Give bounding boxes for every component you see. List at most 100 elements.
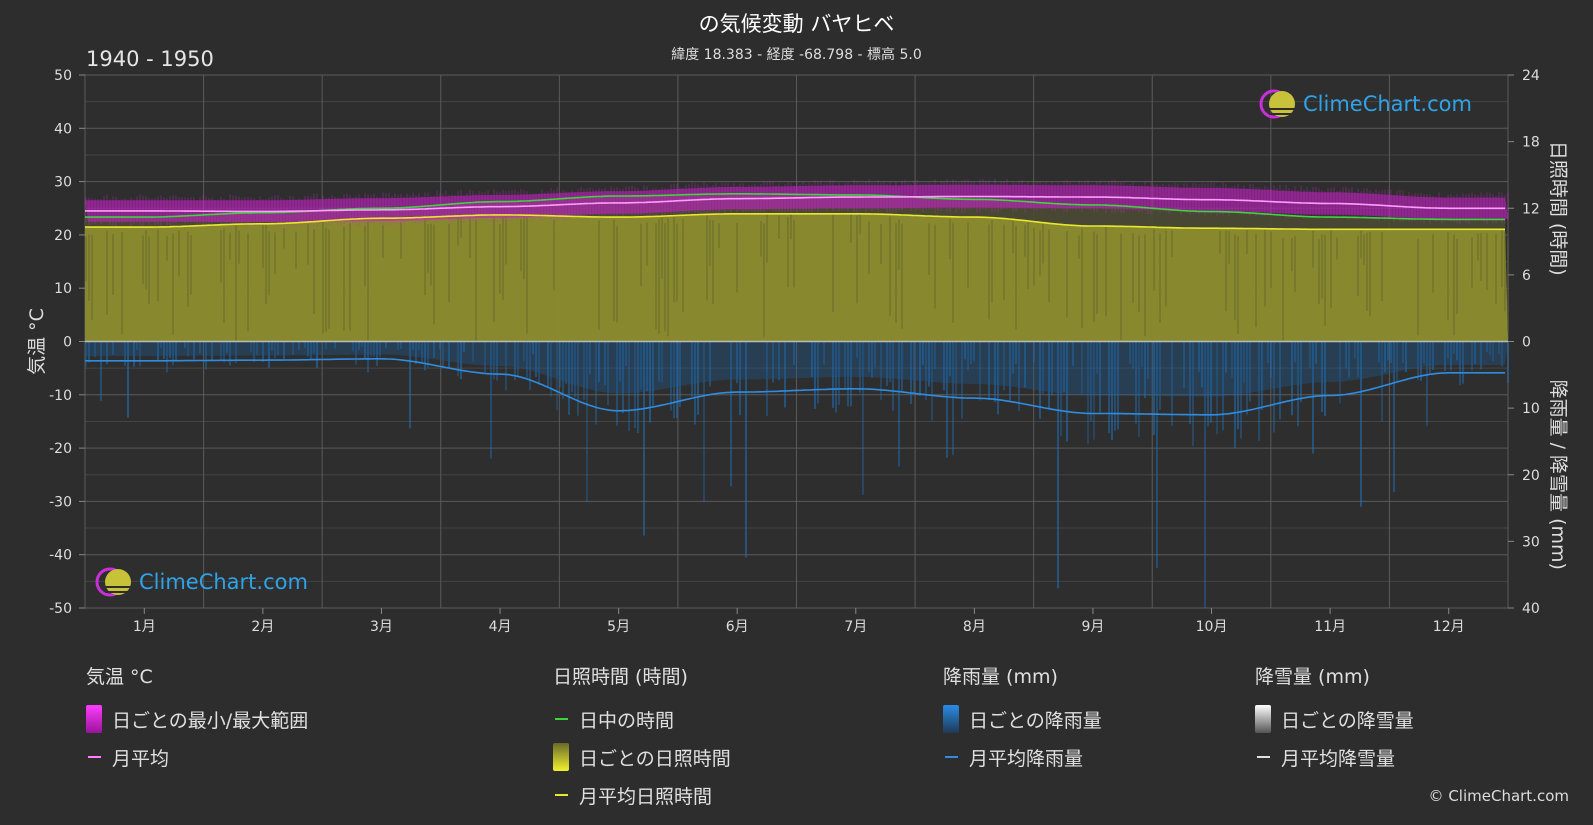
daily-rain-bar <box>1072 341 1074 366</box>
y-left-tick-label: 10 <box>54 281 72 297</box>
daily-sunshine-bar <box>1486 233 1488 291</box>
daily-rain-bar <box>472 341 474 362</box>
daily-rain-bar <box>268 341 270 368</box>
daily-rain-bar <box>1141 341 1143 367</box>
legend-item: 日ごとの降雪量 <box>1255 700 1414 738</box>
daily-rain-bar <box>1357 341 1359 377</box>
daily-temperature-bar <box>196 200 198 226</box>
daily-rain-bar <box>1324 341 1326 417</box>
daily-temperature-bar <box>481 192 483 219</box>
daily-sunshine-bar <box>268 231 270 296</box>
daily-sunshine-bar <box>502 217 504 300</box>
daily-rain-bar <box>1009 341 1011 401</box>
daily-temperature-bar <box>928 182 930 209</box>
daily-sunshine-bar <box>1105 226 1107 317</box>
daily-rain-bar <box>1138 341 1140 438</box>
daily-temperature-bar <box>643 185 645 216</box>
daily-temperature-bar <box>625 186 627 215</box>
daily-rain-bar <box>1132 341 1134 369</box>
daily-sunshine-bar <box>928 223 930 276</box>
temperature-range-band <box>85 184 1508 223</box>
daily-rain-bar <box>1246 341 1248 415</box>
daily-temperature-bar <box>691 182 693 212</box>
daily-temperature-bar <box>592 188 594 216</box>
daily-sunshine-bar <box>295 231 297 269</box>
daily-temperature-bar <box>1045 181 1047 209</box>
logo-top[interactable]: ClimeChart.com <box>1259 87 1472 121</box>
daily-rain-bar <box>100 341 102 401</box>
daily-rain-bar <box>709 341 711 387</box>
daily-sunshine-bar <box>1027 221 1029 290</box>
daily-temperature-bar <box>1114 179 1116 213</box>
daily-temperature-bar <box>1225 184 1227 212</box>
legend-item: 月平均日照時間 <box>553 776 731 814</box>
x-tick-label: 4月 <box>489 619 512 635</box>
daily-temperature-bar <box>409 195 411 222</box>
daily-temperature-bar <box>235 195 237 225</box>
daily-sunshine-bar <box>736 222 738 293</box>
daily-temperature-bar <box>1273 185 1275 216</box>
daily-sunshine-bar <box>901 223 903 329</box>
daily-rain-bar <box>355 341 357 365</box>
daily-sunshine-bar <box>1477 233 1479 261</box>
daily-rain-bar <box>1501 341 1503 367</box>
x-tick-label: 8月 <box>963 619 986 635</box>
daily-temperature-bar <box>274 195 276 223</box>
daily-sunshine-bar <box>967 222 969 289</box>
daily-rain-bar <box>139 341 141 367</box>
daily-rain-bar <box>460 341 462 380</box>
daily-temperature-bar <box>568 191 570 221</box>
daily-sunshine-bar <box>763 223 765 338</box>
y-right-bottom-axis-title: 降雨量 / 降雪量 (mm) <box>1547 380 1569 570</box>
daily-sunshine-bar <box>1264 229 1266 307</box>
x-tick-label: 11月 <box>1314 619 1346 635</box>
daily-rain-bar <box>598 341 600 382</box>
daily-temperature-bar <box>1006 179 1008 209</box>
daily-temperature-bar <box>1027 182 1029 209</box>
daily-rain-bar <box>949 341 951 377</box>
legend-temperature: 気温 °C 日ごとの最小/最大範囲 月平均 <box>86 662 308 776</box>
daily-temperature-bar <box>973 182 975 209</box>
daily-sunshine-bar <box>1219 231 1221 254</box>
y-right-bottom-tick-label: 30 <box>1522 534 1540 550</box>
daily-sunshine-bar <box>1357 236 1359 296</box>
daily-temperature-bar <box>1108 180 1110 210</box>
daily-temperature-bar <box>1078 180 1080 210</box>
daily-temperature-bar <box>1381 190 1383 219</box>
daily-temperature-bar <box>1099 180 1101 209</box>
legend-item: 日ごとの最小/最大範囲 <box>86 700 308 738</box>
daily-temperature-bar <box>193 197 195 223</box>
daily-rain-bar <box>670 341 672 411</box>
daily-rain-bar <box>199 341 201 354</box>
daily-temperature-bar <box>1387 189 1389 220</box>
daily-rain-bar <box>955 341 957 397</box>
daily-temperature-bar <box>610 186 612 215</box>
daily-rain-bar <box>1345 341 1347 369</box>
daily-temperature-bar <box>1351 187 1353 218</box>
daily-sunshine-bar <box>1321 234 1323 299</box>
daily-sunshine-bar <box>616 226 618 323</box>
daily-rain-bar <box>220 341 222 361</box>
daily-rain-bar <box>373 341 375 357</box>
x-tick-label: 5月 <box>607 619 630 635</box>
daily-sunshine-bar <box>1033 227 1035 286</box>
daily-rain-bar <box>175 341 177 360</box>
copyright: © ClimeChart.com <box>1428 787 1569 805</box>
logo-bottom[interactable]: ClimeChart.com <box>95 565 308 599</box>
daily-sunshine-bar <box>1024 224 1026 257</box>
daily-rain-bar <box>1297 341 1299 427</box>
daily-temperature-bar <box>781 185 783 214</box>
daily-temperature-bar <box>886 183 888 213</box>
daily-temperature-bar <box>1315 187 1317 218</box>
daily-sunshine-bar <box>1003 224 1005 301</box>
daily-rain-bar <box>514 341 516 381</box>
daily-rain-bar <box>364 341 366 360</box>
legend-item: 月平均降雪量 <box>1255 738 1414 776</box>
daily-temperature-bar <box>1447 194 1449 220</box>
daily-rain-bar <box>1222 341 1224 431</box>
daily-temperature-bar <box>547 191 549 217</box>
daily-rain-bar <box>1003 341 1005 391</box>
daily-temperature-bar <box>502 189 504 220</box>
daily-rain-bar <box>1144 341 1146 398</box>
daily-sunshine-bar <box>1330 230 1332 309</box>
